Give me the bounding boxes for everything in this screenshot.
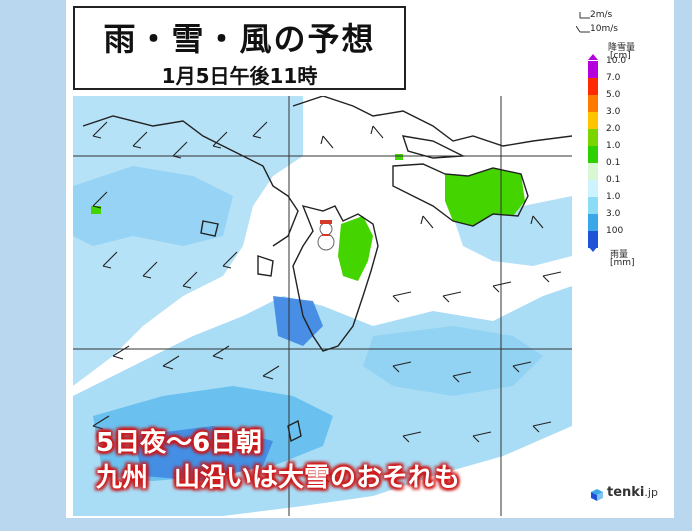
snow-scale-swatch bbox=[588, 95, 598, 112]
snow-scale-swatch bbox=[588, 129, 598, 146]
wind-legend-icon bbox=[576, 12, 590, 33]
snow-scale-swatch bbox=[588, 146, 598, 163]
color-scale bbox=[588, 61, 598, 248]
headline-line-1: 5日夜～6日朝 bbox=[96, 428, 263, 458]
rain-areas bbox=[73, 96, 572, 516]
rain-scale-swatch bbox=[588, 197, 598, 214]
rain-title: 雨量 bbox=[610, 250, 629, 260]
page-title: 雨・雪・風の予想 bbox=[103, 20, 376, 58]
coastlines bbox=[82, 96, 572, 443]
brand-suffix: .jp bbox=[644, 486, 658, 499]
snow-scale-label: 5.0 bbox=[606, 90, 621, 100]
tenki-logo-icon bbox=[591, 489, 603, 501]
snow-scale-swatch bbox=[588, 78, 598, 95]
snow-scale-label: 2.0 bbox=[606, 124, 621, 134]
rain-scale-label: 0.1 bbox=[606, 175, 621, 185]
headline-line-2: 九州 山沿いは大雪のおそれも bbox=[96, 463, 461, 493]
rain-scale-swatch bbox=[588, 214, 598, 231]
headline: 5日夜～6日朝 九州 山沿いは大雪のおそれも bbox=[96, 426, 556, 496]
rain-scale-swatch bbox=[588, 231, 598, 248]
wind-barbs bbox=[92, 121, 562, 483]
brand-name: tenki bbox=[607, 485, 645, 500]
snow-scale-label: 0.1 bbox=[606, 158, 621, 168]
snow-scale-swatch bbox=[588, 61, 598, 78]
snowman-icon bbox=[317, 220, 335, 251]
forecast-time: 1月5日午後11時 bbox=[161, 64, 318, 88]
rain-scale-label: 100 bbox=[606, 226, 624, 236]
snow-scale-swatch bbox=[588, 163, 598, 180]
snow-scale-label: 10.0 bbox=[606, 56, 627, 66]
snow-scale-label: 3.0 bbox=[606, 107, 621, 117]
snow-unit: [cm] bbox=[610, 51, 631, 61]
legend: 2m/s 10m/s 降雪量 [cm] 雨量 [mm] 10.0 7.0 5.0 3.… bbox=[576, 8, 672, 268]
rain-scale-swatch bbox=[588, 180, 598, 197]
brand: tenki.jp bbox=[607, 485, 658, 500]
rain-scale-label: 3.0 bbox=[606, 209, 621, 219]
forecast-map bbox=[73, 96, 572, 516]
rain-scale-label: 1.0 bbox=[606, 192, 621, 202]
snow-scale-swatch bbox=[588, 112, 598, 129]
title-box: 雨・雪・風の予想 1月5日午後11時 bbox=[73, 6, 406, 90]
snow-scale-label: 7.0 bbox=[606, 73, 621, 83]
wind-large-label: 10m/s bbox=[590, 24, 618, 34]
wind-small-label: 2m/s bbox=[590, 10, 613, 20]
scale-top-arrow bbox=[588, 54, 598, 60]
snow-title: 降雪量 bbox=[608, 43, 636, 53]
snow-scale-label: 1.0 bbox=[606, 141, 621, 151]
snow-areas bbox=[91, 154, 525, 281]
scale-bottom-arrow bbox=[588, 246, 598, 252]
rain-unit: [mm] bbox=[610, 258, 635, 268]
